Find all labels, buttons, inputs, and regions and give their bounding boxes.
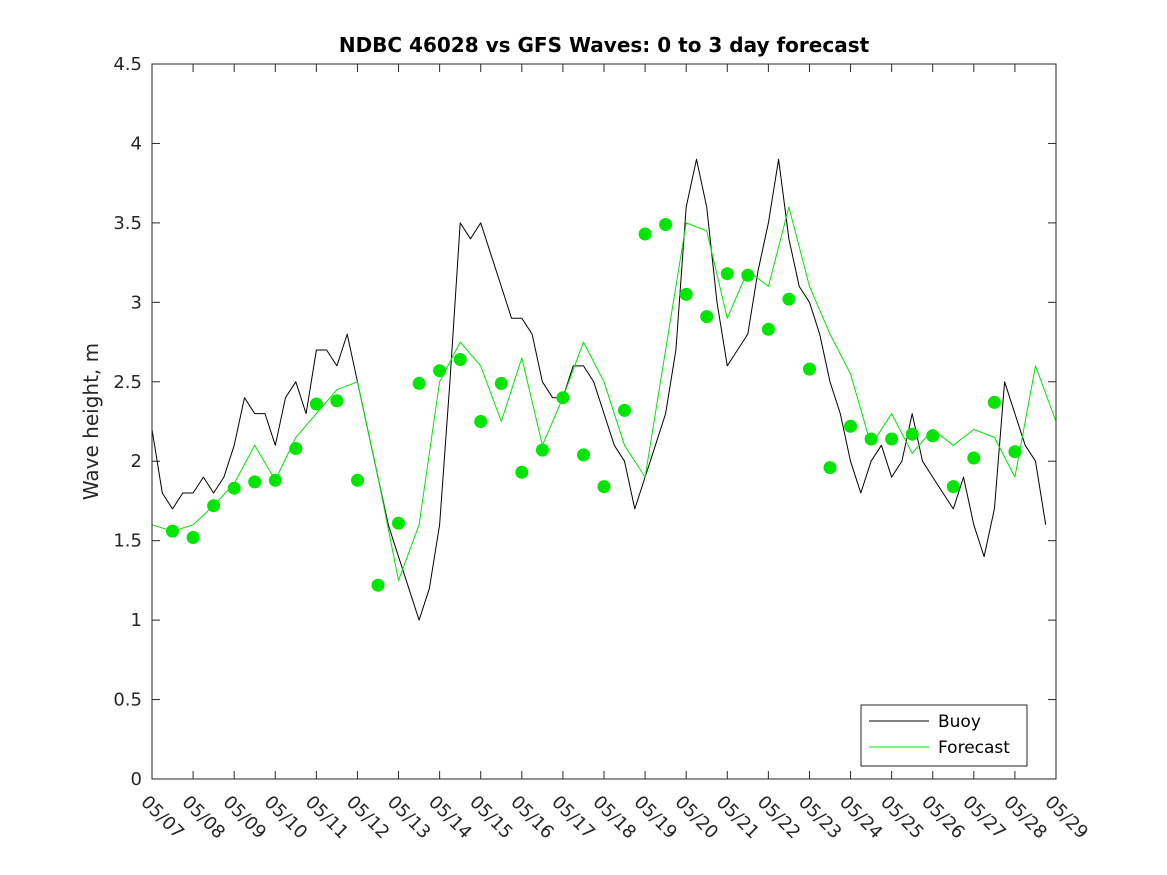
forecast-marker — [227, 481, 241, 495]
forecast-marker — [885, 432, 899, 446]
forecast-marker — [597, 480, 611, 494]
forecast-marker — [864, 432, 878, 446]
forecast-marker — [926, 429, 940, 443]
forecast-marker — [412, 376, 426, 390]
y-axis-label: Wave height, m — [79, 343, 103, 500]
forecast-marker — [782, 292, 796, 306]
x-tick-label: 05/11 — [301, 792, 353, 844]
forecast-marker — [371, 578, 385, 592]
forecast-marker — [515, 465, 529, 479]
x-tick-label: 05/29 — [1040, 792, 1092, 844]
forecast-marker — [946, 480, 960, 494]
forecast-markers — [166, 218, 1022, 592]
x-tick-label: 05/15 — [465, 792, 517, 844]
forecast-marker — [577, 448, 590, 462]
forecast-marker — [987, 395, 1001, 409]
forecast-marker — [268, 473, 282, 487]
x-tick-label: 05/20 — [671, 792, 723, 844]
forecast-marker — [474, 415, 488, 428]
chart-title: NDBC 46028 vs GFS Waves: 0 to 3 day fore… — [339, 33, 870, 57]
x-tick-label: 05/08 — [178, 792, 230, 844]
forecast-marker — [207, 499, 221, 513]
series-line-forecast — [151, 206, 1057, 581]
forecast-marker — [720, 267, 734, 281]
x-tick-label: 05/28 — [999, 792, 1051, 844]
legend-box — [860, 704, 1028, 767]
x-tick-label: 05/18 — [588, 792, 640, 844]
forecast-marker — [761, 322, 775, 336]
x-tick-label: 05/09 — [219, 792, 271, 844]
forecast-marker — [905, 427, 919, 441]
x-tick-label: 05/13 — [383, 792, 435, 844]
x-tick-label: 05/27 — [958, 792, 1010, 844]
legend: Buoy Forecast — [860, 704, 1028, 767]
forecast-marker — [844, 419, 857, 433]
forecast-marker — [803, 362, 816, 376]
forecast-marker — [351, 473, 364, 487]
forecast-marker — [453, 353, 467, 366]
legend-label-forecast: Forecast — [938, 738, 1010, 758]
forecast-marker — [494, 376, 508, 390]
forecast-marker — [248, 475, 262, 489]
y-tick-label: 0 — [131, 769, 142, 790]
forecast-marker — [700, 310, 714, 324]
forecast-marker — [741, 268, 755, 282]
forecast-marker — [535, 443, 549, 457]
y-tick-label: 4 — [131, 133, 142, 154]
x-tick-label: 05/12 — [342, 792, 394, 844]
forecast-marker — [186, 531, 200, 544]
x-tick-label: 05/25 — [876, 792, 928, 844]
x-tick-label: 05/17 — [547, 792, 599, 844]
forecast-marker — [433, 364, 447, 378]
forecast-marker — [1008, 445, 1022, 459]
forecast-marker — [823, 461, 837, 475]
forecast-marker — [309, 397, 323, 411]
y-tick-label: 1 — [131, 610, 142, 631]
y-tick-label: 0.5 — [113, 690, 142, 711]
forecast-marker — [330, 394, 344, 408]
x-tick-label: 05/07 — [136, 792, 188, 844]
y-tick-label: 2 — [131, 451, 142, 472]
plot-frame — [151, 63, 1057, 780]
x-tick-label: 05/26 — [917, 792, 969, 844]
x-tick-label: 05/10 — [260, 792, 312, 844]
x-tick-label: 05/19 — [630, 792, 682, 844]
forecast-marker — [392, 516, 405, 530]
forecast-marker — [289, 442, 303, 455]
forecast-marker — [638, 227, 652, 241]
x-tick-label: 05/22 — [753, 792, 805, 844]
x-tick-label: 05/23 — [794, 792, 846, 844]
forecast-marker — [659, 218, 673, 231]
x-tick-label: 05/16 — [506, 792, 558, 844]
plot-area — [152, 64, 1056, 779]
y-tick-label: 2.5 — [113, 372, 142, 393]
forecast-marker — [679, 287, 693, 301]
y-tick-label: 4.5 — [113, 54, 142, 75]
y-tick-label: 3 — [131, 292, 142, 313]
series-line-buoy — [151, 158, 1047, 621]
y-tick-label: 1.5 — [113, 531, 142, 552]
forecast-marker — [618, 403, 631, 417]
legend-label-buoy: Buoy — [938, 712, 981, 732]
forecast-marker — [967, 451, 981, 465]
y-tick-label: 3.5 — [113, 213, 142, 234]
x-tick-label: 05/24 — [835, 792, 887, 844]
series-layer — [151, 158, 1057, 621]
x-tick-label: 05/21 — [712, 792, 764, 844]
forecast-marker — [556, 391, 570, 405]
x-tick-label: 05/14 — [424, 792, 476, 844]
forecast-marker — [166, 524, 179, 538]
